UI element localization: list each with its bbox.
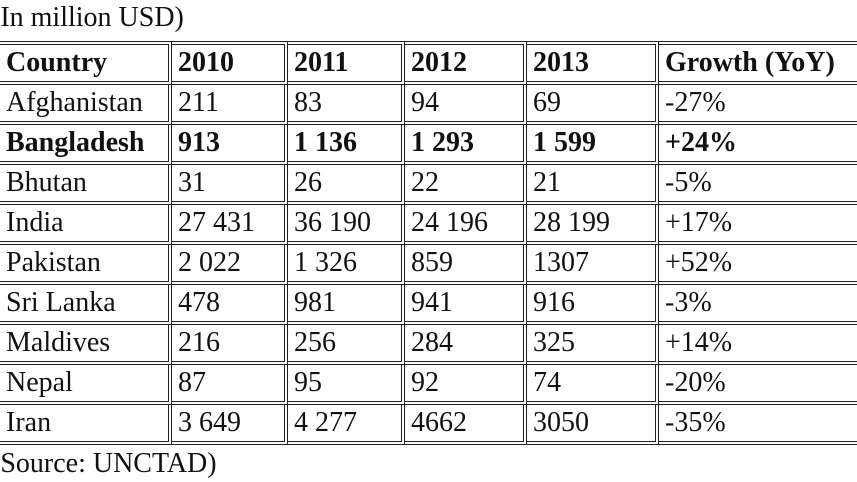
cell: Iran (0, 405, 172, 445)
cell: +52% (659, 245, 857, 285)
cell: 981 (288, 285, 405, 325)
cell: 2012 (405, 41, 527, 85)
cell: 4662 (405, 405, 527, 445)
cell: 941 (405, 285, 527, 325)
cell: India (0, 205, 172, 245)
data-table: Country 2010 2011 2012 2013 Growth (YoY) Afgha… (0, 41, 857, 445)
table-row: Afghanistan 211 83 94 69 -27% (0, 85, 857, 125)
cell: 31 (172, 165, 288, 205)
cell: 1 293 (405, 125, 527, 165)
cell: +14% (659, 325, 857, 365)
cell: 4 277 (288, 405, 405, 445)
cell: 94 (405, 85, 527, 125)
table-row: Iran 3 649 4 277 4662 3050 -35% (0, 405, 857, 445)
cell: 256 (288, 325, 405, 365)
cell: -5% (659, 165, 857, 205)
cell: Pakistan (0, 245, 172, 285)
cell: 2 022 (172, 245, 288, 285)
cell: 95 (288, 365, 405, 405)
table-row: India 27 431 36 190 24 196 28 199 +17% (0, 205, 857, 245)
cell: Bangladesh (0, 125, 172, 165)
cell: 913 (172, 125, 288, 165)
cell: 1 599 (527, 125, 659, 165)
cell: 92 (405, 365, 527, 405)
header-row: Country 2010 2011 2012 2013 Growth (YoY) (0, 41, 857, 85)
cell: 325 (527, 325, 659, 365)
cell: 284 (405, 325, 527, 365)
cell: 211 (172, 85, 288, 125)
cell: 1 326 (288, 245, 405, 285)
cell: 1 136 (288, 125, 405, 165)
cell: 36 190 (288, 205, 405, 245)
cell: 3 649 (172, 405, 288, 445)
cell: Nepal (0, 365, 172, 405)
cell: 87 (172, 365, 288, 405)
source-note: (Source: UNCTAD) (0, 448, 217, 479)
cell: 27 431 (172, 205, 288, 245)
unit-note: (In million USD) (0, 2, 184, 33)
cell: Bhutan (0, 165, 172, 205)
table-wrap: Country 2010 2011 2012 2013 Growth (YoY) Afgha… (0, 41, 857, 445)
cell: 216 (172, 325, 288, 365)
cell: 26 (288, 165, 405, 205)
cell: +24% (659, 125, 857, 165)
cell: Afghanistan (0, 85, 172, 125)
cell: -20% (659, 365, 857, 405)
table-row: Pakistan 2 022 1 326 859 1307 +52% (0, 245, 857, 285)
table-row: Sri Lanka 478 981 941 916 -3% (0, 285, 857, 325)
cell: Growth (YoY) (659, 41, 857, 85)
cell: 28 199 (527, 205, 659, 245)
cell: 24 196 (405, 205, 527, 245)
table-row: Bhutan 31 26 22 21 -5% (0, 165, 857, 205)
cell: 22 (405, 165, 527, 205)
cell: 83 (288, 85, 405, 125)
table-row: Bangladesh 913 1 136 1 293 1 599 +24% (0, 125, 857, 165)
cell: 2011 (288, 41, 405, 85)
cell: Country (0, 41, 172, 85)
cell: +17% (659, 205, 857, 245)
cell: -35% (659, 405, 857, 445)
cell: 21 (527, 165, 659, 205)
table-row: Nepal 87 95 92 74 -20% (0, 365, 857, 405)
cell: 859 (405, 245, 527, 285)
cell: 2013 (527, 41, 659, 85)
cell: Sri Lanka (0, 285, 172, 325)
cell: -27% (659, 85, 857, 125)
cell: 69 (527, 85, 659, 125)
table-row: Maldives 216 256 284 325 +14% (0, 325, 857, 365)
cell: 1307 (527, 245, 659, 285)
cell: Maldives (0, 325, 172, 365)
cell: 2010 (172, 41, 288, 85)
cell: 916 (527, 285, 659, 325)
cell: 74 (527, 365, 659, 405)
cell: -3% (659, 285, 857, 325)
cell: 3050 (527, 405, 659, 445)
cell: 478 (172, 285, 288, 325)
